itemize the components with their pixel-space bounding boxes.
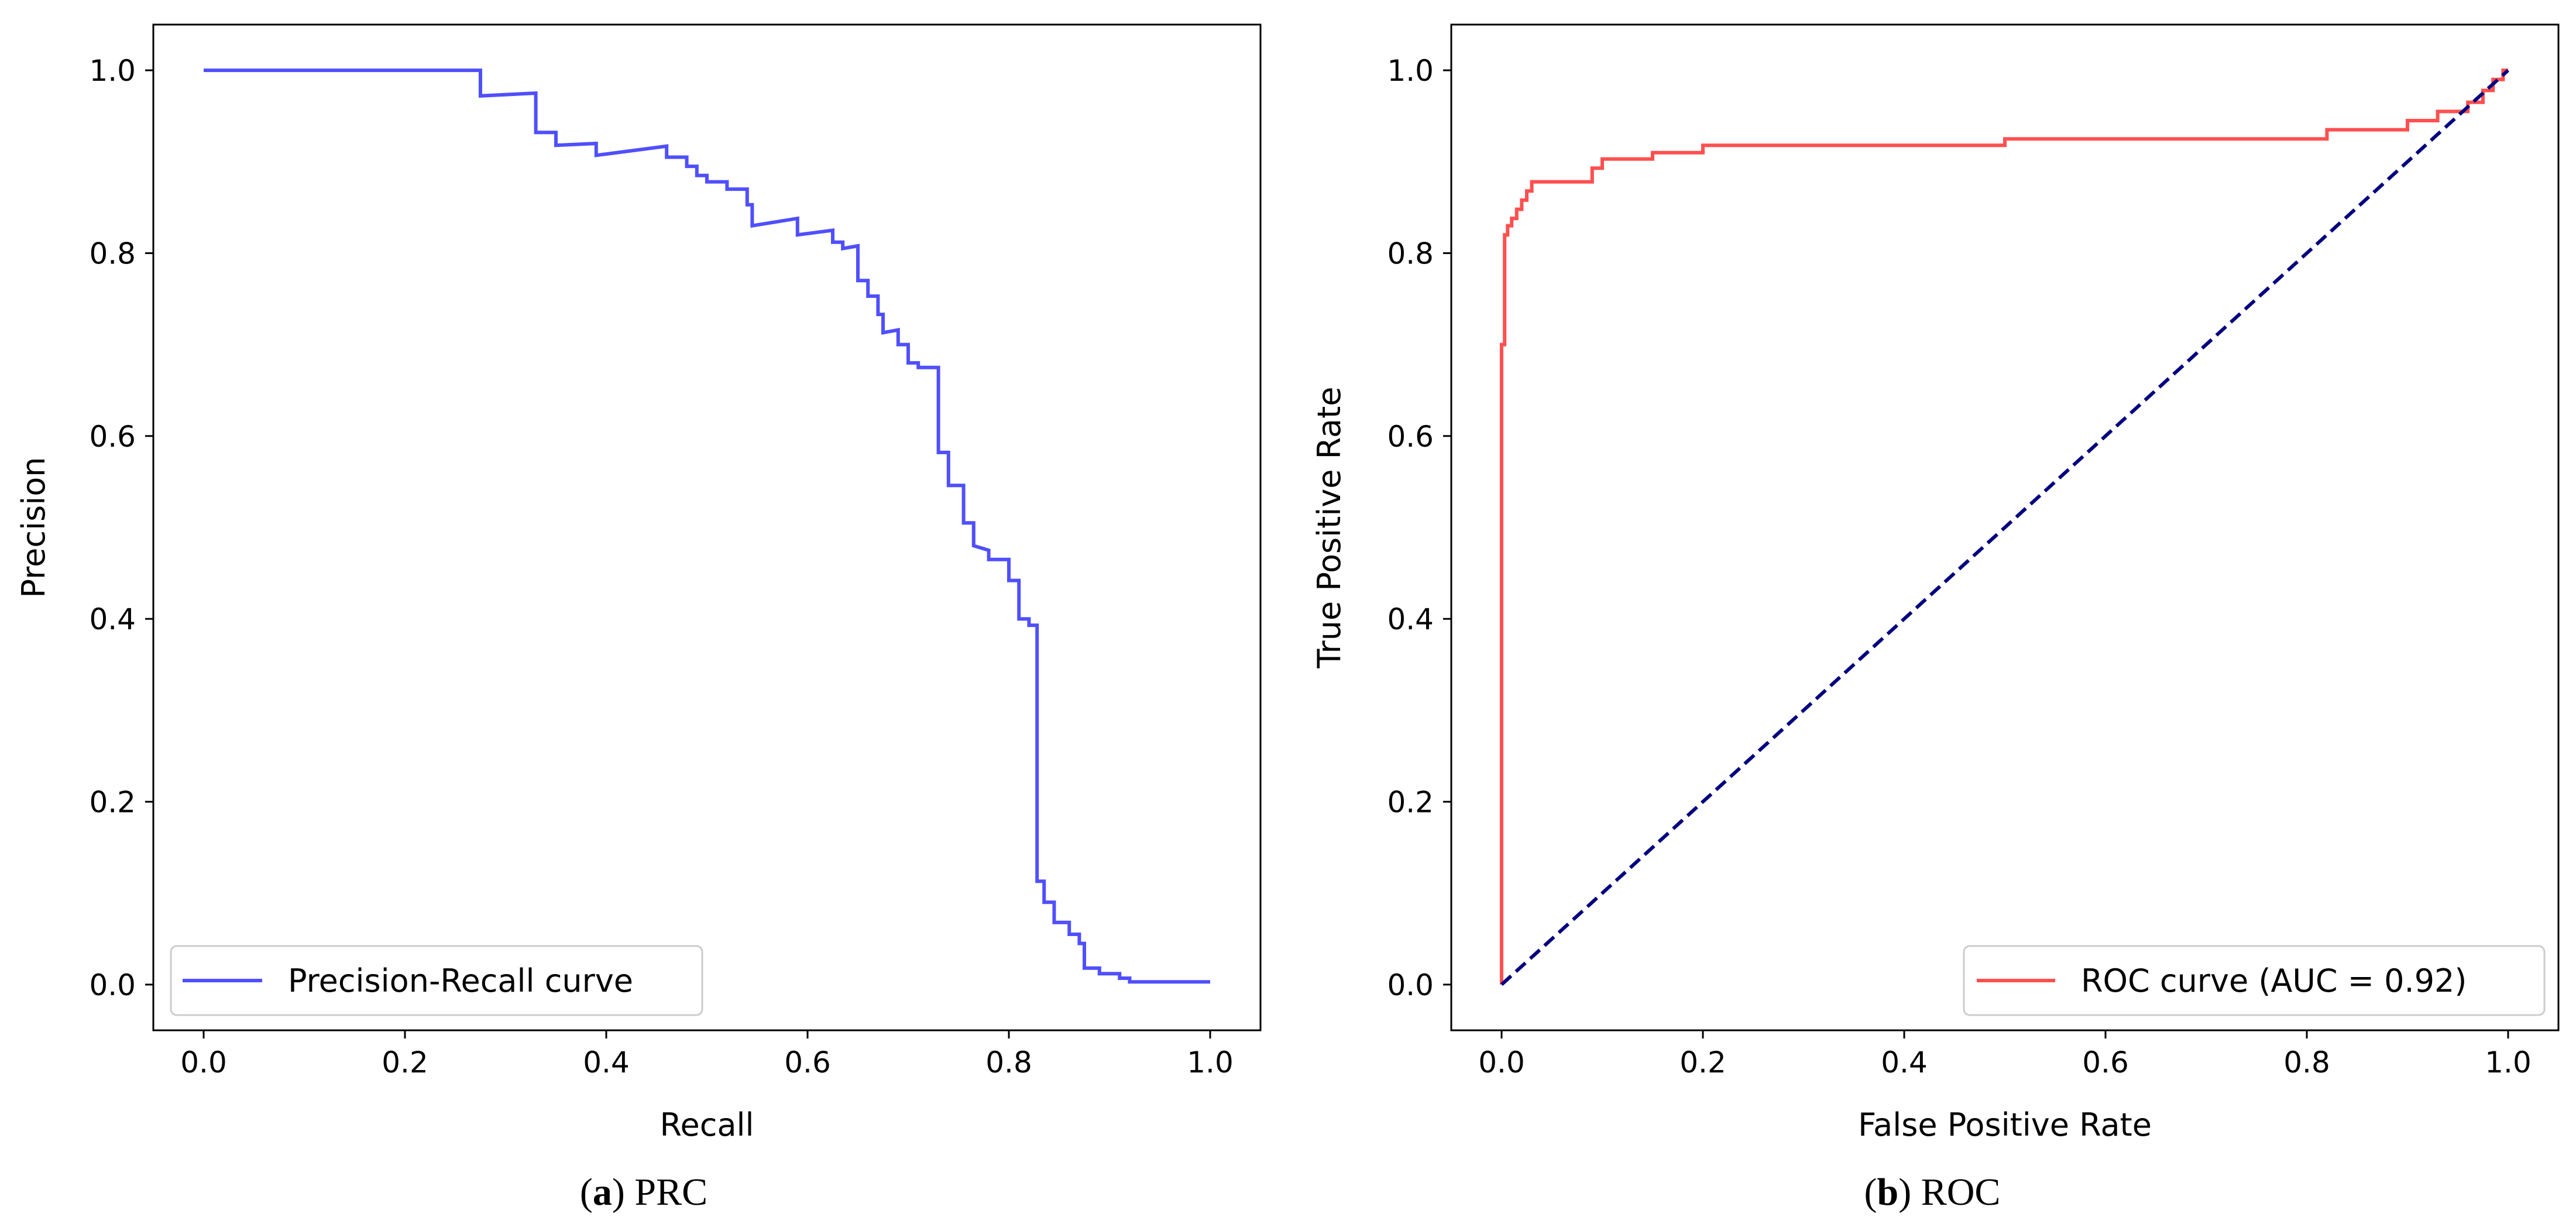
roc-caption-text: ROC (1921, 1171, 2001, 1214)
roc-legend-box (1963, 945, 2546, 1016)
prc-legend-label: Precision-Recall curve (288, 962, 633, 999)
roc-panel: 0.0 0.2 0.4 0.6 0.8 1.0 0.0 0.2 0.4 0.6 0.8 1.0 Fal… (1311, 23, 2560, 1214)
prc-y-tick-label: 0.6 (89, 420, 136, 454)
roc-y-tick-label: 0.6 (1387, 420, 1434, 454)
prc-legend-box (170, 945, 703, 1016)
roc-x-tick-label: 0.4 (1881, 1046, 1928, 1079)
roc-y-tick-label: 1.0 (1387, 54, 1434, 88)
prc-axes-frame (152, 23, 1262, 1031)
roc-x-tick-label: 0.6 (2082, 1046, 2129, 1079)
roc-legend: ROC curve (AUC = 0.92) (1963, 945, 2546, 1016)
prc-panel: 0.0 0.2 0.4 0.6 0.8 1.0 0.0 0.2 0.4 0.6 0.8 1.0 Rec… (15, 23, 1262, 1214)
roc-x-axis-label: False Positive Rate (1858, 1106, 2152, 1143)
roc-legend-label: ROC curve (AUC = 0.92) (2081, 962, 2467, 999)
roc-x-tick-label: 0.0 (1478, 1046, 1525, 1079)
roc-series-line-0 (1500, 68, 2508, 985)
prc-x-tick-label: 1.0 (1187, 1046, 1234, 1079)
roc-x-tick-label: 1.0 (2485, 1046, 2532, 1079)
prc-y-tick-label: 0.2 (89, 786, 136, 820)
roc-y-axis-label: True Positive Rate (1311, 386, 1348, 669)
prc-series-layer (204, 68, 1210, 984)
roc-series-layer (1500, 68, 2510, 986)
prc-x-tick-label: 0.8 (985, 1046, 1032, 1079)
prc-x-tick-label: 0.0 (180, 1046, 227, 1079)
roc-x-tick-label: 0.2 (1679, 1046, 1726, 1079)
prc-x-tick-label: 0.6 (784, 1046, 831, 1079)
roc-y-tick-label: 0.8 (1387, 237, 1434, 270)
roc-y-tick-label: 0.4 (1387, 602, 1434, 636)
prc-y-tick-label: 0.8 (89, 237, 136, 270)
prc-caption-text: PRC (634, 1171, 707, 1214)
prc-caption-letter: a (593, 1171, 612, 1214)
prc-legend: Precision-Recall curve (170, 945, 703, 1016)
roc-caption-letter: b (1877, 1171, 1899, 1214)
roc-y-tick-label: 0.2 (1387, 786, 1434, 820)
prc-y-tick-label: 0.4 (89, 602, 136, 636)
prc-x-tick-label: 0.4 (583, 1046, 630, 1079)
prc-series-line-0 (204, 68, 1210, 984)
prc-tick-layer: 0.0 0.2 0.4 0.6 0.8 1.0 0.0 0.2 0.4 0.6 0.8 1.0 (89, 54, 1233, 1079)
prc-y-tick-label: 1.0 (89, 54, 136, 88)
prc-caption: (a) PRC (580, 1171, 707, 1214)
roc-x-tick-label: 0.8 (2283, 1046, 2330, 1079)
roc-axes-frame (1450, 23, 2560, 1031)
prc-x-axis-label: Recall (660, 1106, 754, 1143)
roc-series-line-1 (1500, 68, 2510, 986)
prc-y-axis-label: Precision (15, 457, 52, 598)
roc-y-tick-label: 0.0 (1387, 968, 1434, 1002)
prc-x-tick-label: 0.2 (382, 1046, 428, 1079)
roc-caption: (b) ROC (1864, 1171, 2001, 1214)
roc-tick-layer: 0.0 0.2 0.4 0.6 0.8 1.0 0.0 0.2 0.4 0.6 0.8 1.0 (1387, 54, 2531, 1079)
prc-y-tick-label: 0.0 (89, 968, 136, 1002)
